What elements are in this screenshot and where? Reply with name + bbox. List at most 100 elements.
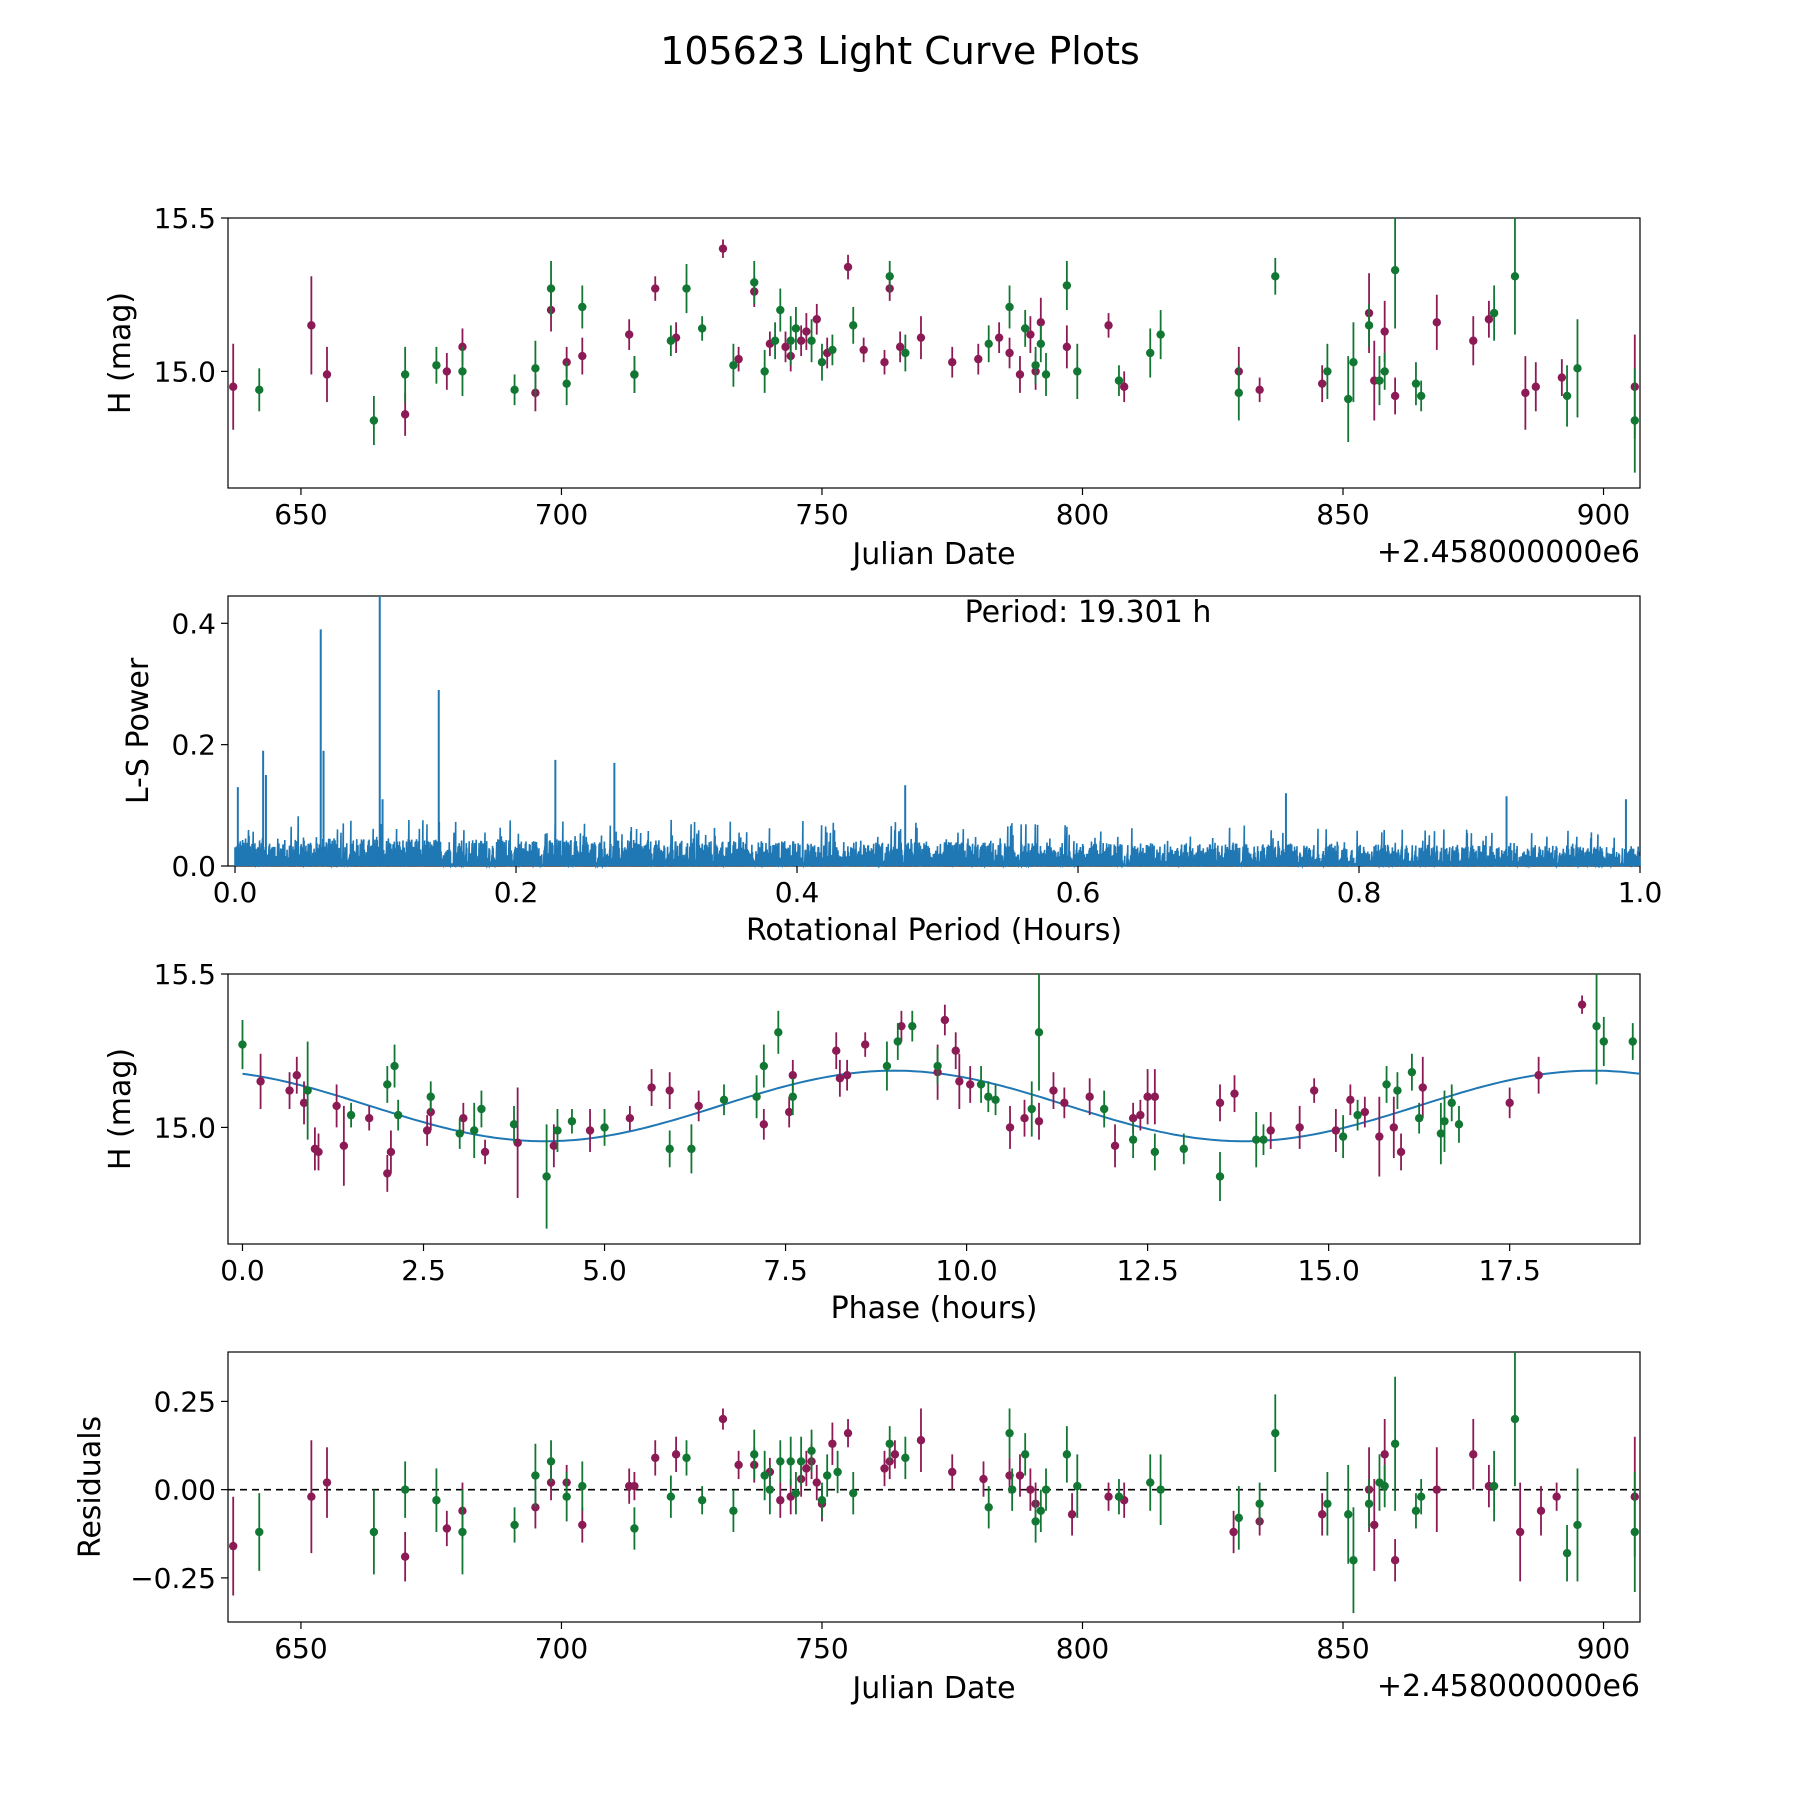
lightcurve-point xyxy=(1031,361,1040,370)
phased-point xyxy=(346,1110,356,1120)
phased-point xyxy=(238,1040,247,1049)
phased-point xyxy=(984,1092,993,1101)
phased-point xyxy=(1215,1098,1225,1108)
phased-point xyxy=(1375,1132,1384,1141)
phased-panel: 0.0 2.5 5.0 7.5 10.0 12.5 15.0 17.5 15.0 15.5 Pha… xyxy=(103,958,1641,1326)
lightcurve-point xyxy=(229,382,238,391)
phased-point xyxy=(1382,1080,1391,1089)
phased-point xyxy=(842,1071,852,1080)
lightcurve-point xyxy=(400,370,410,379)
periodogram-xtick-label: 1.0 xyxy=(1618,876,1663,909)
residuals-point xyxy=(786,1457,795,1466)
residuals-point xyxy=(1380,1450,1389,1459)
residuals-point xyxy=(1255,1499,1264,1508)
lightcurve-ytick-label: 15.0 xyxy=(154,355,216,388)
phased-point xyxy=(477,1104,486,1114)
lightcurve-point xyxy=(1041,370,1051,379)
phased-point xyxy=(1577,1000,1587,1009)
residuals-point xyxy=(718,1414,728,1424)
residuals-point xyxy=(630,1524,639,1533)
residuals-point xyxy=(651,1453,660,1463)
phased-point xyxy=(1309,1086,1319,1095)
lightcurve-point xyxy=(1323,367,1332,376)
lightcurve-point xyxy=(1020,324,1030,333)
lightcurve-point xyxy=(901,348,910,358)
periodogram-panel: 0.0 0.2 0.4 0.6 0.8 1.0 0.0 0.2 0.4 Period: 19.3… xyxy=(121,595,1662,948)
lightcurve-point xyxy=(624,330,634,339)
lightcurve-point xyxy=(807,336,816,345)
lightcurve-point xyxy=(630,370,639,379)
residuals-point xyxy=(1489,1481,1499,1491)
residuals-point xyxy=(546,1478,556,1487)
residuals-point xyxy=(1390,1556,1400,1565)
residuals-point xyxy=(890,1450,900,1459)
residuals-point xyxy=(442,1524,452,1533)
phased-point xyxy=(861,1040,870,1049)
lightcurve-offset-label: +2.458000000e6 xyxy=(1377,535,1640,570)
residuals-ytick-label: 0.00 xyxy=(154,1474,216,1507)
lightcurve-point xyxy=(974,354,983,364)
periodogram-ytick-label: 0.2 xyxy=(171,729,216,762)
residuals-point xyxy=(562,1492,571,1501)
phased-point xyxy=(365,1114,374,1123)
residuals-point xyxy=(1552,1492,1561,1501)
lightcurve-point xyxy=(1375,376,1384,385)
lightcurve-point xyxy=(812,315,821,324)
residuals-panel: 650 700 750 800 850 900 −0.25 0.00 0.25 Julian D… xyxy=(73,1351,1641,1706)
phased-point xyxy=(1099,1104,1109,1114)
lightcurve-point xyxy=(1255,385,1264,395)
periodogram-xtick-label: 0.6 xyxy=(1056,876,1101,909)
lightcurve-point xyxy=(994,333,1004,342)
lightcurve-point xyxy=(1114,376,1124,385)
lightcurve-point xyxy=(1484,315,1494,324)
residuals-point xyxy=(1432,1485,1441,1494)
lightcurve-point xyxy=(697,324,707,333)
phased-point xyxy=(897,1021,906,1031)
residuals-point xyxy=(1041,1485,1051,1494)
lightcurve-point xyxy=(1036,339,1046,348)
lightcurve-point xyxy=(895,342,905,352)
periodogram-marks xyxy=(234,596,1641,870)
residuals-point xyxy=(734,1460,743,1470)
residuals-point xyxy=(1020,1450,1030,1459)
phased-xtick-label: 2.5 xyxy=(401,1254,446,1287)
residuals-point xyxy=(796,1457,806,1466)
residuals-point xyxy=(1380,1481,1389,1491)
phased-point xyxy=(332,1101,341,1111)
phased-point xyxy=(966,1080,975,1089)
residuals-point xyxy=(1536,1506,1546,1516)
phased-point xyxy=(1230,1089,1239,1098)
periodogram-ticks: 0.0 0.2 0.4 0.6 0.8 1.0 0.0 0.2 0.4 xyxy=(171,607,1662,909)
lightcurve-point xyxy=(1411,379,1421,388)
lightcurve-point xyxy=(1156,330,1165,339)
lightcurve-xtick-label: 800 xyxy=(1056,498,1109,531)
residuals-point xyxy=(1104,1492,1113,1501)
residuals-point xyxy=(432,1496,441,1505)
residuals-point xyxy=(776,1457,785,1466)
phased-point xyxy=(1085,1092,1094,1101)
residuals-point xyxy=(822,1471,832,1480)
residuals-point xyxy=(817,1496,827,1505)
residuals-point xyxy=(546,1457,556,1466)
phased-xtick-label: 10.0 xyxy=(935,1254,997,1287)
phased-point xyxy=(1599,1037,1608,1046)
phased-point xyxy=(625,1114,635,1123)
phased-point xyxy=(480,1147,490,1157)
lightcurve-point xyxy=(1489,308,1499,318)
lightcurve-point xyxy=(510,385,519,395)
residuals-xtick-label: 800 xyxy=(1056,1632,1109,1665)
phased-point xyxy=(1128,1114,1138,1123)
lightcurve-point xyxy=(828,345,837,355)
residuals-point xyxy=(765,1485,775,1494)
residuals-point xyxy=(979,1474,988,1484)
phased-point xyxy=(694,1101,703,1111)
phased-point xyxy=(1027,1104,1036,1114)
lightcurve-point xyxy=(786,336,795,345)
residuals-xtick-label: 700 xyxy=(535,1632,588,1665)
lightcurve-point xyxy=(666,336,676,345)
lightcurve-point xyxy=(817,358,827,367)
lightcurve-point xyxy=(1036,318,1046,327)
lightcurve-xlabel: Julian Date xyxy=(850,537,1015,572)
residuals-point xyxy=(1007,1485,1017,1494)
phased-point xyxy=(285,1086,294,1095)
